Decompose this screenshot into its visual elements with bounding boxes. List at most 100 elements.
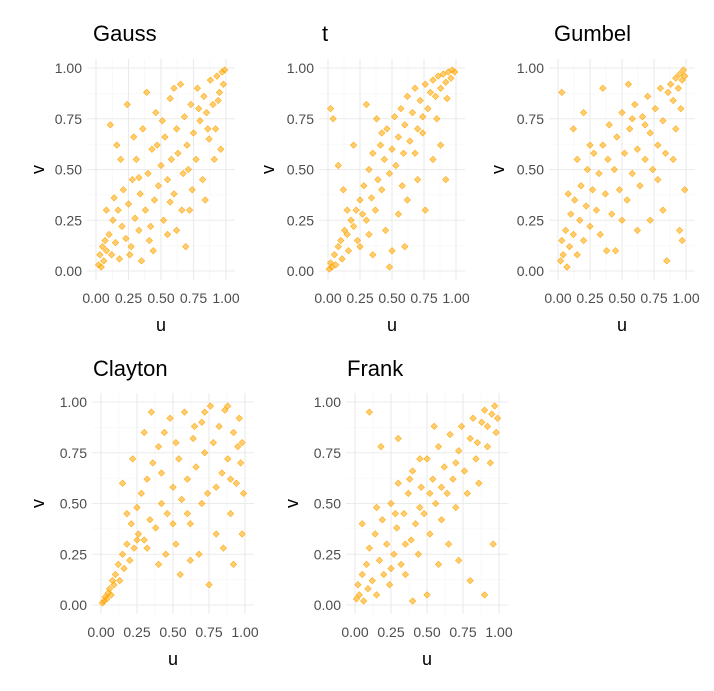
scatter-point bbox=[120, 564, 128, 573]
scatter-point bbox=[394, 210, 403, 218]
scatter-point bbox=[110, 194, 118, 202]
scatter-point bbox=[175, 455, 183, 463]
scatter-point bbox=[446, 430, 454, 439]
scatter-point bbox=[215, 422, 223, 430]
panel-gauss: 0.00 0.25 0.50 0.75 1.00 0.00 0.25 0.50 0.75 1.00… bbox=[28, 21, 240, 335]
scatter-point bbox=[178, 495, 186, 504]
scatter-point bbox=[378, 186, 386, 194]
scatter-point bbox=[153, 141, 161, 149]
scatter-point bbox=[426, 530, 434, 538]
scatter-point bbox=[369, 251, 377, 259]
scatter-point bbox=[582, 202, 590, 210]
y-tick-label: 0.50 bbox=[517, 162, 544, 178]
scatter-point bbox=[388, 145, 396, 153]
y-tick-label: 0.75 bbox=[287, 111, 314, 127]
scatter-point bbox=[491, 402, 499, 410]
scatter-point bbox=[442, 78, 450, 86]
scatter-point bbox=[180, 113, 189, 121]
scatter-point bbox=[352, 595, 361, 603]
scatter-point bbox=[238, 438, 246, 447]
x-tick-label: 1.00 bbox=[231, 624, 258, 640]
scatter-point bbox=[681, 186, 689, 194]
scatter-point bbox=[677, 104, 685, 113]
y-tick-label: 0.00 bbox=[287, 263, 314, 279]
scatter-point bbox=[563, 263, 571, 271]
scatter-point bbox=[372, 591, 381, 599]
scatter-point bbox=[573, 251, 581, 259]
scatter-point bbox=[149, 459, 157, 467]
scatter-point bbox=[613, 133, 621, 141]
scatter-point bbox=[119, 186, 127, 194]
scatter-point bbox=[134, 530, 143, 538]
scatter-point bbox=[176, 80, 185, 88]
scatter-point bbox=[224, 402, 232, 410]
x-tick-label: 0.00 bbox=[82, 290, 109, 306]
scatter-point bbox=[605, 121, 613, 129]
scatter-point bbox=[146, 222, 155, 230]
scatter-point bbox=[201, 408, 209, 416]
scatter-point bbox=[455, 556, 463, 564]
scatter-point bbox=[344, 247, 353, 255]
scatter-point bbox=[483, 422, 492, 430]
scatter-point bbox=[416, 96, 424, 105]
x-tick-label: 0.25 bbox=[115, 290, 142, 306]
scatter-point bbox=[413, 176, 422, 184]
x-axis-label: u bbox=[387, 315, 397, 335]
scatter-point bbox=[437, 84, 445, 92]
scatter-point bbox=[411, 84, 419, 92]
scatter-point bbox=[643, 92, 652, 101]
scatter-point bbox=[103, 595, 111, 603]
scatter-point bbox=[483, 443, 492, 451]
scatter-point bbox=[127, 520, 135, 528]
scatter-point bbox=[449, 475, 457, 483]
scatter-point bbox=[187, 100, 195, 109]
scatter-point bbox=[388, 247, 396, 255]
x-tick-label: 0.50 bbox=[147, 290, 174, 306]
scatter-point bbox=[610, 165, 618, 174]
scatter-point bbox=[444, 540, 453, 548]
scatter-point bbox=[371, 206, 379, 214]
scatter-point bbox=[166, 94, 174, 103]
panel-title: Gumbel bbox=[554, 21, 631, 46]
scatter-point bbox=[489, 540, 497, 548]
scatter-point bbox=[115, 255, 124, 263]
scatter-point bbox=[160, 428, 168, 437]
scatter-point bbox=[217, 145, 225, 153]
y-tick-label: 0.25 bbox=[314, 546, 341, 562]
scatter-point bbox=[123, 540, 131, 548]
scatter-point bbox=[611, 247, 620, 255]
scatter-point bbox=[365, 165, 373, 174]
scatter-point bbox=[360, 182, 368, 190]
scatter-point bbox=[114, 560, 122, 569]
scatter-point bbox=[372, 503, 381, 512]
scatter-point bbox=[659, 206, 667, 214]
y-tick-label: 0.75 bbox=[60, 445, 87, 461]
x-tick-label: 1.00 bbox=[442, 290, 469, 306]
scatter-point bbox=[212, 483, 220, 491]
scatter-point bbox=[122, 234, 130, 243]
x-tick-label: 0.25 bbox=[576, 290, 603, 306]
scatter-point bbox=[377, 443, 385, 451]
scatter-point bbox=[237, 459, 245, 467]
scatter-point bbox=[349, 222, 358, 230]
scatter-point bbox=[185, 206, 194, 214]
scatter-point bbox=[239, 489, 248, 497]
scatter-point bbox=[573, 155, 581, 163]
scatter-point bbox=[201, 449, 209, 457]
scatter-point bbox=[460, 467, 469, 475]
scatter-point bbox=[131, 214, 139, 222]
scatter-point bbox=[215, 88, 224, 96]
scatter-point bbox=[556, 257, 565, 265]
scatter-point bbox=[113, 141, 121, 149]
panel-gumbel: 0.00 0.25 0.50 0.75 1.00 0.00 0.25 0.50 0.75 1.00… bbox=[488, 21, 700, 335]
scatter-point bbox=[123, 510, 131, 518]
scatter-point bbox=[135, 226, 143, 235]
panel-title: Frank bbox=[347, 356, 404, 381]
scatter-point bbox=[378, 129, 386, 137]
scatter-point bbox=[157, 499, 166, 508]
scatter-point bbox=[343, 206, 351, 214]
scatter-point bbox=[130, 544, 138, 552]
scatter-point bbox=[452, 459, 460, 467]
scatter-point bbox=[184, 165, 192, 174]
